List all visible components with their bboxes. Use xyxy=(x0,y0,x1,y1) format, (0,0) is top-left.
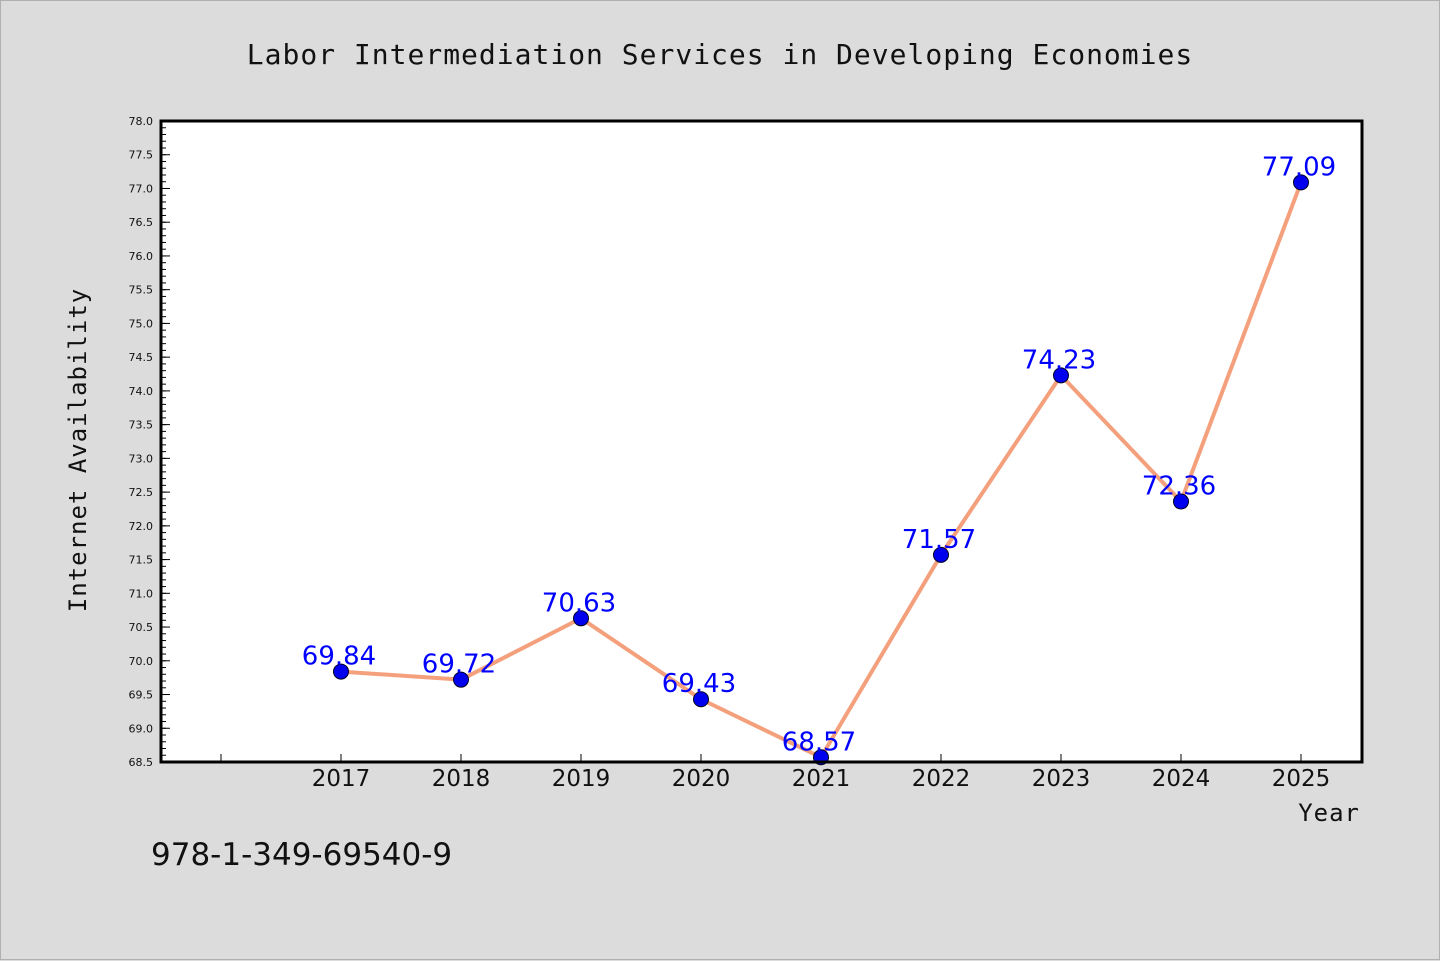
y-tick-label: 72.0 xyxy=(129,520,154,533)
data-label: 70.63 xyxy=(542,588,616,618)
y-axis-label: Internet Availability xyxy=(64,288,92,612)
data-label: 74.23 xyxy=(1022,345,1096,375)
x-tick-label: 2020 xyxy=(672,766,731,792)
y-tick-label: 70.5 xyxy=(129,621,154,634)
x-tick-label: 2021 xyxy=(792,766,851,792)
y-tick-label: 70.0 xyxy=(129,655,154,668)
y-tick-label: 68.5 xyxy=(129,756,154,769)
data-point xyxy=(573,610,589,627)
y-axis-ticks: 68.5 69.0 69.5 70.0 70.5 71.0 71.5 72.0 72.5 73.0… xyxy=(129,115,170,769)
x-axis-ticks: 2017 2018 2019 2020 2021 2022 2023 2024 2025 xyxy=(220,754,1331,792)
x-tick-label: 2019 xyxy=(552,766,611,792)
x-axis-label: Year xyxy=(1298,799,1360,827)
y-tick-label: 74.5 xyxy=(129,351,154,364)
y-tick-label: 69.0 xyxy=(129,722,154,735)
x-tick-label: 2025 xyxy=(1272,766,1331,792)
y-tick-label: 77.0 xyxy=(129,182,154,195)
data-point xyxy=(1053,367,1069,384)
x-tick-label: 2024 xyxy=(1152,766,1211,792)
y-tick-label: 71.5 xyxy=(129,554,154,567)
y-tick-label: 76.0 xyxy=(129,250,154,263)
data-label: 72.36 xyxy=(1142,472,1216,502)
chart-title: Labor Intermediation Services in Develop… xyxy=(247,38,1193,71)
plot-frame xyxy=(159,119,1364,764)
y-tick-label: 75.0 xyxy=(129,317,154,330)
y-tick-label: 69.5 xyxy=(129,689,154,702)
y-tick-label: 71.0 xyxy=(129,587,154,600)
data-point xyxy=(1293,174,1309,191)
data-label: 68.57 xyxy=(782,727,856,757)
x-tick-label: 2022 xyxy=(912,766,971,792)
data-label: 69.84 xyxy=(302,642,376,672)
x-tick-label: 2023 xyxy=(1032,766,1091,792)
y-tick-label: 78.0 xyxy=(129,115,154,128)
data-point xyxy=(933,546,949,563)
data-label: 69.72 xyxy=(422,650,496,680)
x-tick-label: 2018 xyxy=(432,766,491,792)
y-tick-label: 76.5 xyxy=(129,216,154,229)
plot-area xyxy=(161,121,1362,762)
data-label: 71.57 xyxy=(902,525,976,555)
y-tick-label: 73.0 xyxy=(129,452,154,465)
data-point xyxy=(333,663,349,680)
data-point xyxy=(693,691,709,708)
y-tick-label: 74.0 xyxy=(129,385,154,398)
data-label: 77.09 xyxy=(1262,152,1336,182)
data-point xyxy=(453,671,469,688)
y-tick-label: 72.5 xyxy=(129,486,154,499)
data-label: 69.43 xyxy=(662,669,736,699)
y-tick-label: 73.5 xyxy=(129,419,154,432)
x-tick-label: 2017 xyxy=(312,766,371,792)
series-group: 69.84 69.72 70.63 69.43 68.57 71.57 74.23 72.36… xyxy=(302,152,1336,766)
y-tick-label: 75.5 xyxy=(129,284,154,297)
y-tick-label: 77.5 xyxy=(129,149,154,162)
data-point xyxy=(1173,493,1189,510)
isbn-text: 978-1-349-69540-9 xyxy=(151,837,452,873)
